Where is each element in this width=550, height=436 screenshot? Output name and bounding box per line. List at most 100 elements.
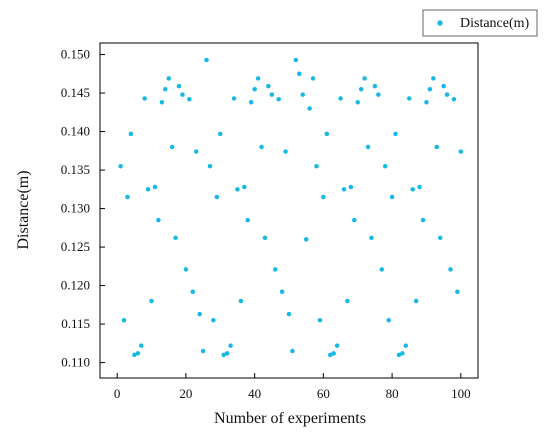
data-point <box>434 144 440 150</box>
data-point <box>142 96 147 101</box>
data-point <box>238 298 244 304</box>
data-point <box>389 194 395 200</box>
data-point <box>372 83 378 89</box>
data-point <box>121 317 127 323</box>
data-point <box>417 184 422 190</box>
data-point <box>279 289 285 294</box>
data-point <box>214 194 220 200</box>
data-point <box>334 343 340 348</box>
legend-marker <box>437 20 443 26</box>
data-point <box>159 100 165 105</box>
data-point <box>252 86 257 92</box>
data-point <box>427 86 433 92</box>
y-tick-label: 0.150 <box>61 47 90 62</box>
data-point <box>393 131 398 137</box>
data-point <box>207 163 213 169</box>
data-point <box>300 92 305 97</box>
x-tick-label: 60 <box>317 386 330 401</box>
data-point <box>293 57 299 63</box>
x-tick-label: 100 <box>451 386 471 401</box>
data-point <box>197 311 202 317</box>
data-point <box>224 351 230 356</box>
data-point <box>441 83 446 89</box>
data-point <box>341 187 347 192</box>
data-point <box>242 184 247 190</box>
legend: Distance(m) <box>422 9 538 37</box>
data-point <box>307 106 312 111</box>
data-point <box>321 194 326 200</box>
data-point <box>400 351 405 356</box>
data-point <box>410 187 415 192</box>
data-point <box>413 298 419 304</box>
data-point <box>259 144 264 150</box>
data-point <box>345 298 350 304</box>
data-point <box>269 92 275 97</box>
data-point <box>431 76 436 81</box>
data-point <box>283 149 288 154</box>
data-point <box>379 267 385 272</box>
y-axis-title: Distance(m) <box>15 170 32 249</box>
data-point <box>262 235 268 241</box>
data-point <box>235 187 240 192</box>
x-tick-label: 80 <box>386 386 399 401</box>
y-tick-label: 0.135 <box>61 162 90 177</box>
data-point <box>180 92 185 97</box>
legend-label: Distance(m) <box>460 16 530 31</box>
data-point <box>448 267 453 272</box>
data-point <box>128 131 134 137</box>
data-point <box>276 96 281 102</box>
data-point <box>152 184 158 190</box>
data-point <box>118 163 123 169</box>
data-point <box>187 96 192 102</box>
data-point <box>458 149 464 154</box>
data-point <box>396 352 402 358</box>
data-point <box>145 187 151 192</box>
data-point <box>327 352 333 358</box>
plot-area <box>99 42 479 379</box>
data-point <box>451 96 457 102</box>
data-points <box>118 57 464 358</box>
x-tick-label: 0 <box>114 386 121 401</box>
data-point <box>386 317 391 323</box>
data-point <box>193 149 199 154</box>
y-tick-label: 0.140 <box>61 124 90 139</box>
y-tick-label: 0.120 <box>61 278 90 293</box>
y-axis-ticks: 0.110 0.115 0.120 0.125 0.130 0.135 0.140 0.145… <box>61 47 105 370</box>
data-point <box>403 343 409 348</box>
data-point <box>228 343 233 348</box>
data-point <box>183 267 189 272</box>
data-point <box>138 343 144 348</box>
data-point <box>200 348 206 354</box>
data-point <box>135 351 141 356</box>
data-point <box>382 163 388 169</box>
data-point <box>331 351 336 356</box>
data-point <box>190 289 196 294</box>
data-point <box>255 76 261 81</box>
data-point <box>324 131 330 137</box>
data-point <box>314 163 319 169</box>
data-point <box>420 217 426 223</box>
data-point <box>286 311 292 317</box>
data-point <box>355 100 360 105</box>
data-point <box>156 217 161 223</box>
y-tick-label: 0.125 <box>61 239 90 254</box>
data-point <box>176 83 182 89</box>
data-point <box>369 235 374 241</box>
data-point <box>338 96 343 101</box>
y-tick-label: 0.110 <box>61 355 90 370</box>
data-point <box>365 144 371 150</box>
data-point <box>348 184 354 190</box>
data-point <box>407 96 412 101</box>
plot-frame <box>99 42 479 379</box>
data-point <box>125 194 130 200</box>
data-point <box>310 76 316 81</box>
data-point <box>317 317 323 323</box>
data-point <box>169 144 175 150</box>
x-tick-label: 20 <box>179 386 192 401</box>
data-point <box>211 317 216 323</box>
y-tick-label: 0.130 <box>61 201 90 216</box>
data-point <box>358 86 364 92</box>
data-point <box>163 86 168 92</box>
